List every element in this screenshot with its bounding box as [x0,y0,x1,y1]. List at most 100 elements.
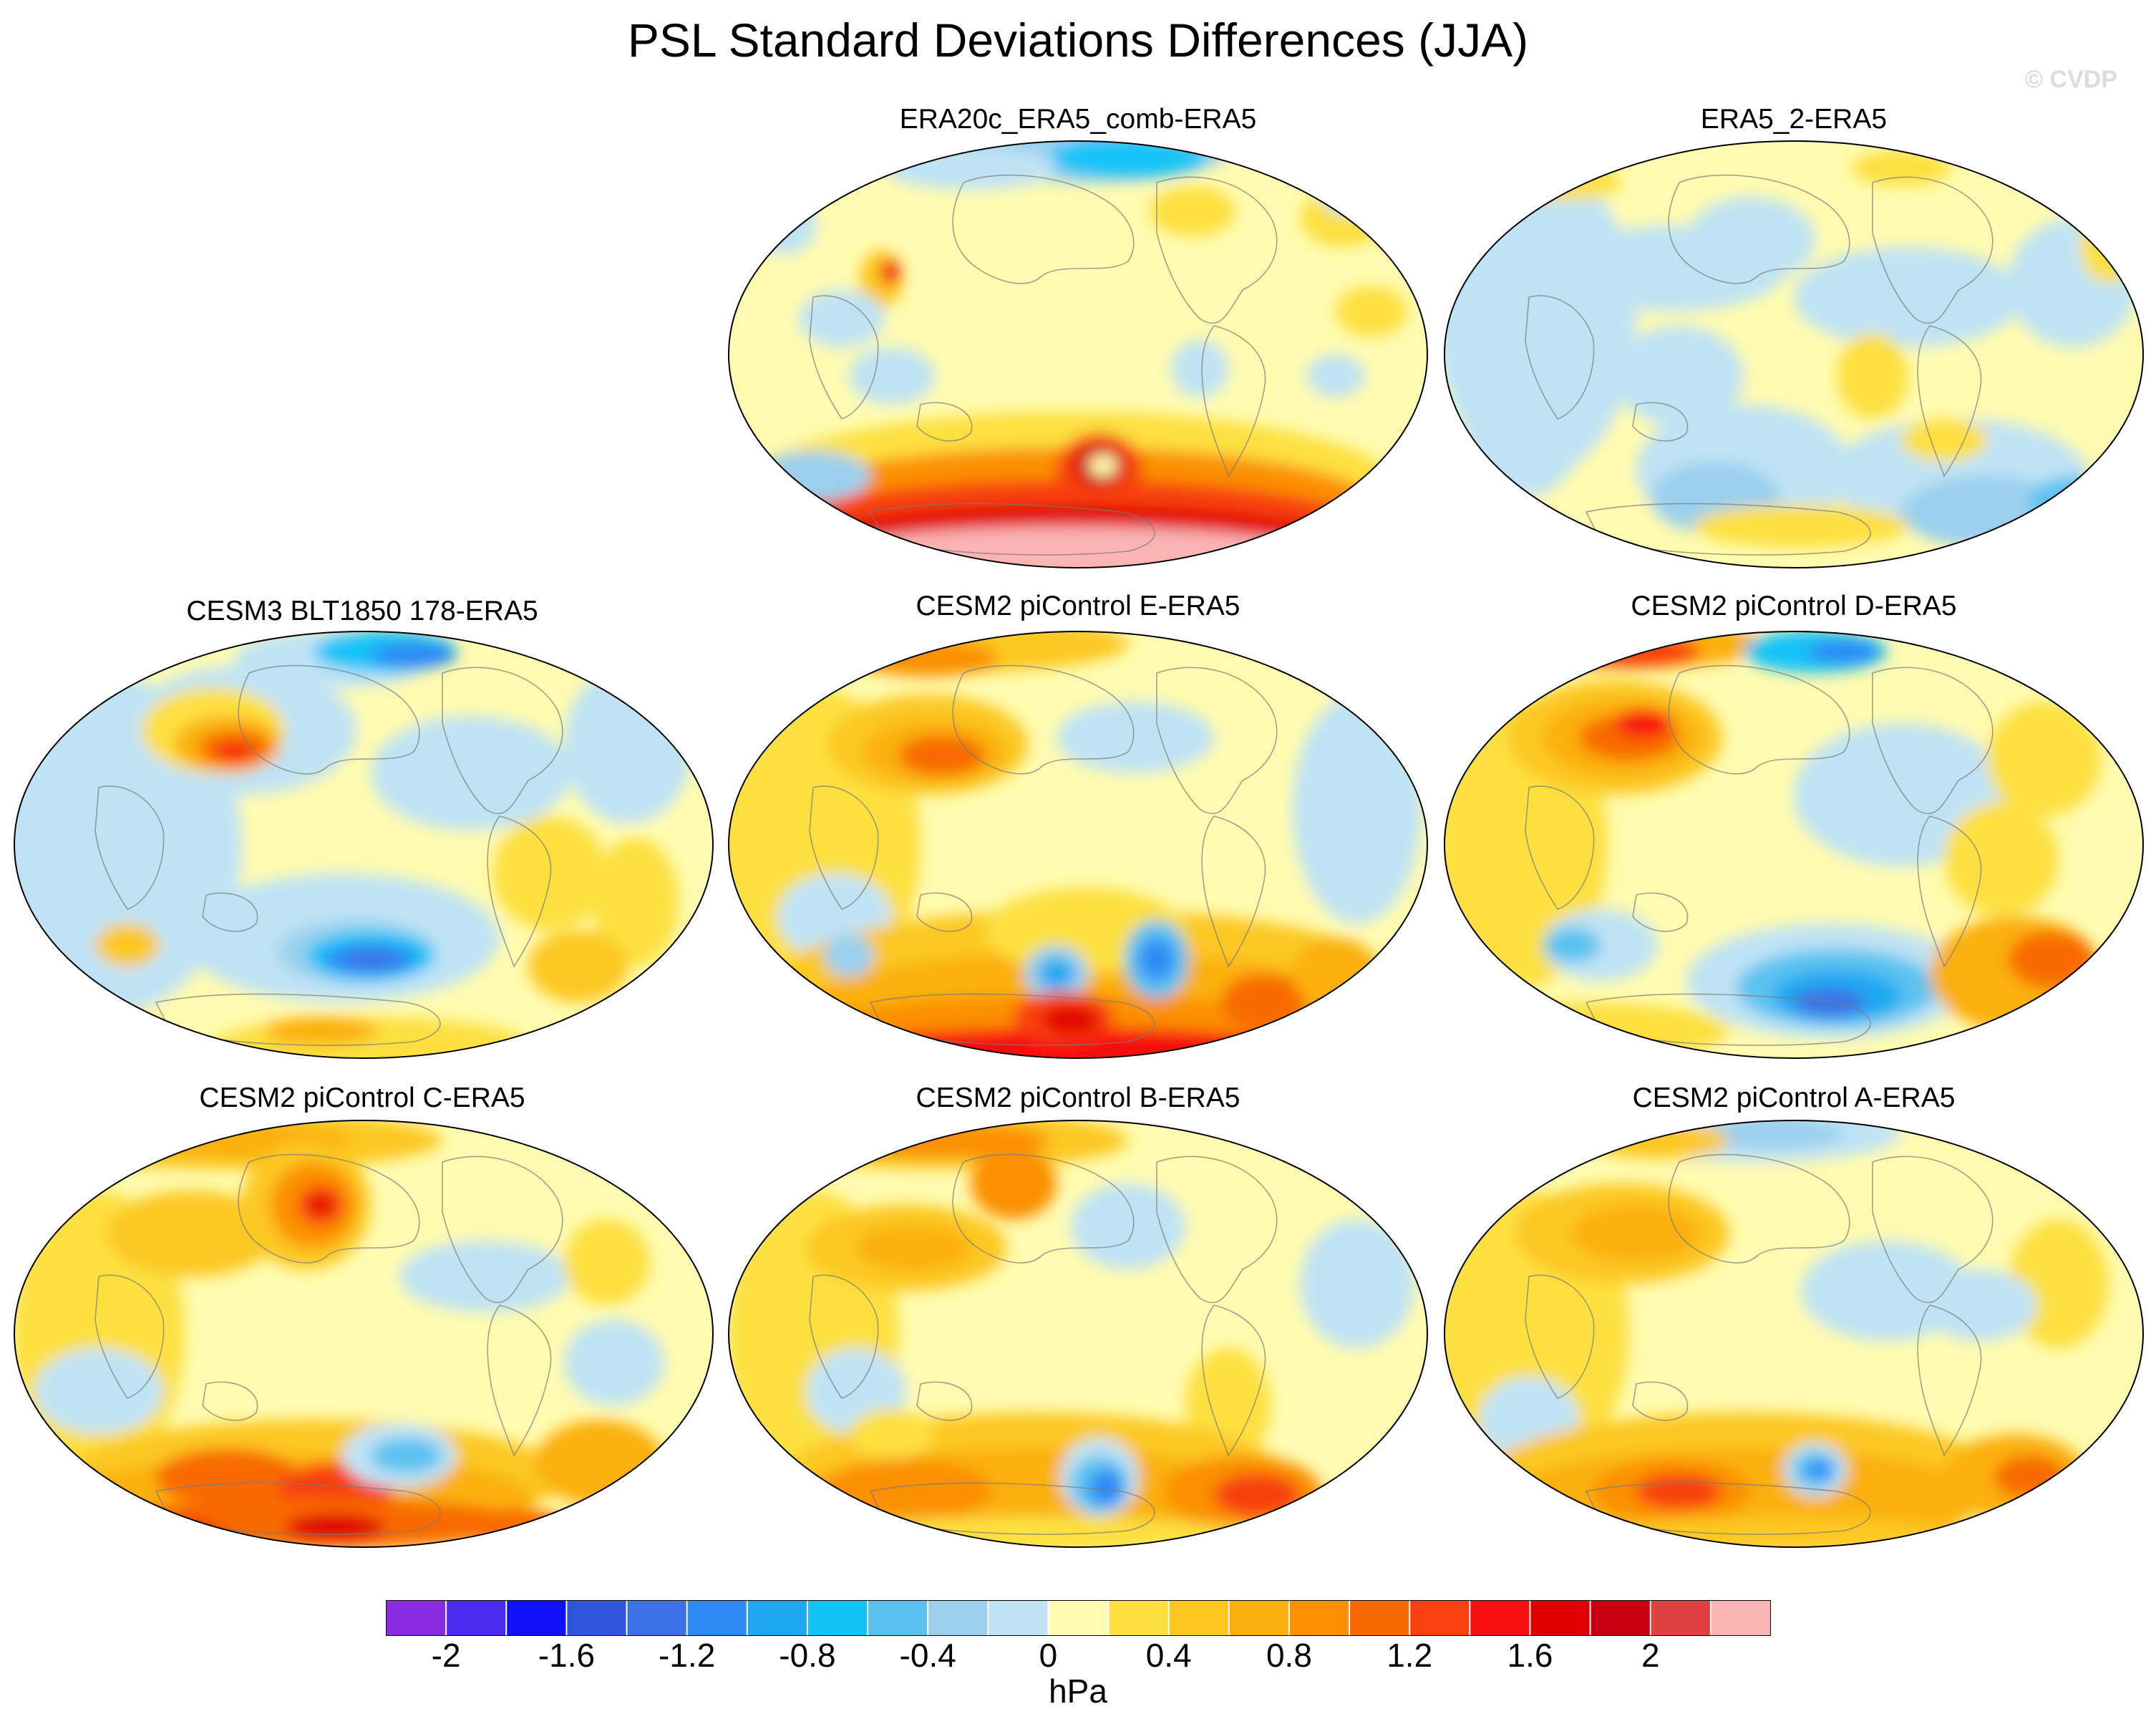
field-contour [1139,938,1175,981]
colorbar-tick-label: -1.6 [538,1637,596,1674]
colorbar-box [1168,1600,1230,1636]
colorbar-box [1349,1600,1410,1636]
colorbar-box [446,1600,507,1636]
coastlines [809,664,1278,1046]
field-contour [1837,333,1908,419]
field-contour [564,666,693,823]
map-outline [14,1120,714,1548]
colorbar-tick-label: 1.2 [1387,1637,1433,1674]
field-contour [92,1516,220,1547]
map-panel-7 [728,1120,1428,1548]
field-contour [856,1225,971,1271]
map-panel-8 [1444,1120,2144,1548]
map-outline [1444,1120,2144,1548]
copyright-watermark: © CVDP [2025,66,2117,93]
panel-title-3: CESM3 BLT1850 178-ERA5 [186,596,538,626]
field-contour [163,1529,235,1547]
field-contour [1071,1183,1185,1269]
field-contour [2080,211,2137,283]
field-contour [856,641,999,677]
colorbar-tick-label: 0.4 [1145,1637,1192,1674]
field-contour [1214,1473,1300,1516]
field-contour [1686,197,1815,283]
field-contour [1994,1456,2066,1498]
field-contour [106,1191,278,1277]
field-contour [2009,931,2094,988]
field-contour [1851,150,1951,186]
field-contour [1794,988,1865,1017]
field-contour [1307,354,1364,397]
colorbar-box [1470,1600,1530,1636]
colorbar-box [868,1600,928,1636]
map-outline [1444,140,2144,568]
map-outline [728,631,1428,1059]
field-contour [971,1148,1057,1219]
field-contour [1089,454,1117,477]
field-contour [1444,1002,1729,1058]
panel-title-2: ERA5_2-ERA5 [1700,104,1888,135]
map-outline [14,631,714,1059]
field-contour [492,816,607,931]
map-panel-4 [728,631,1428,1059]
colorbar-box [1409,1600,1470,1636]
field-contour [1293,938,1379,1009]
colorbar-box [988,1600,1049,1636]
field-contour [1572,636,1701,667]
field-contour [371,642,457,668]
field-contour [217,743,253,760]
colorbar-box [807,1600,868,1636]
field-contour [1572,1205,1701,1262]
panel-title-1: ERA20c_ERA5_comb-ERA5 [899,104,1257,135]
colorbar [386,1600,1771,1636]
colorbar-box [1530,1600,1591,1636]
colorbar-box [386,1600,447,1636]
colorbar-tick-label: 0.8 [1266,1637,1312,1674]
field-contour [799,526,1343,568]
field-contour [156,1448,299,1506]
colorbar-box [1108,1600,1170,1636]
map-panel-2 [1444,140,2144,568]
map-outline [728,1120,1428,1548]
field-contour [371,1438,442,1473]
field-contour [1039,958,1074,989]
coastlines [809,1153,1278,1535]
field-contour [1321,179,1379,215]
field-contour [1089,1470,1125,1506]
panel-title-6: CESM2 piControl C-ERA5 [199,1083,525,1113]
field-contour [528,931,628,1002]
field-layer [729,1120,1427,1547]
panel-title-8: CESM2 piControl A-ERA5 [1632,1083,1956,1113]
field-contour [799,290,885,347]
field-contour [2009,218,2137,347]
panel-title-7: CESM2 piControl B-ERA5 [916,1083,1240,1113]
field-contour [1465,383,1579,498]
field-contour [593,838,679,967]
colorbar-tick-label: 2 [1641,1637,1660,1674]
colorbar-box [1288,1600,1350,1636]
field-layer [729,631,1427,1058]
map-panel-6 [14,1120,714,1548]
field-contour [399,1241,571,1312]
coastlines [1525,664,1994,1046]
field-contour [1507,165,1622,200]
panel-title-5: CESM2 piControl D-ERA5 [1631,591,1957,621]
field-contour [1300,190,1386,247]
field-layer [14,1120,713,1547]
field-contour [885,147,1057,190]
coastlines [1525,174,1994,556]
coastlines [1525,1153,1994,1535]
field-contour [1049,141,1207,179]
colorbar-tick-label: 1.6 [1507,1637,1553,1674]
colorbar-box [626,1600,688,1636]
field-contour [346,951,396,968]
field-contour [371,716,571,830]
field-contour [285,1513,385,1541]
field-contour [1794,247,2023,347]
field-contour [752,197,817,254]
field-contour [535,1420,664,1506]
map-panel-3 [14,631,714,1059]
colorbar-box [566,1600,628,1636]
colorbar-box [928,1600,989,1636]
field-contour [1923,1269,2037,1341]
field-contour [1171,340,1228,397]
